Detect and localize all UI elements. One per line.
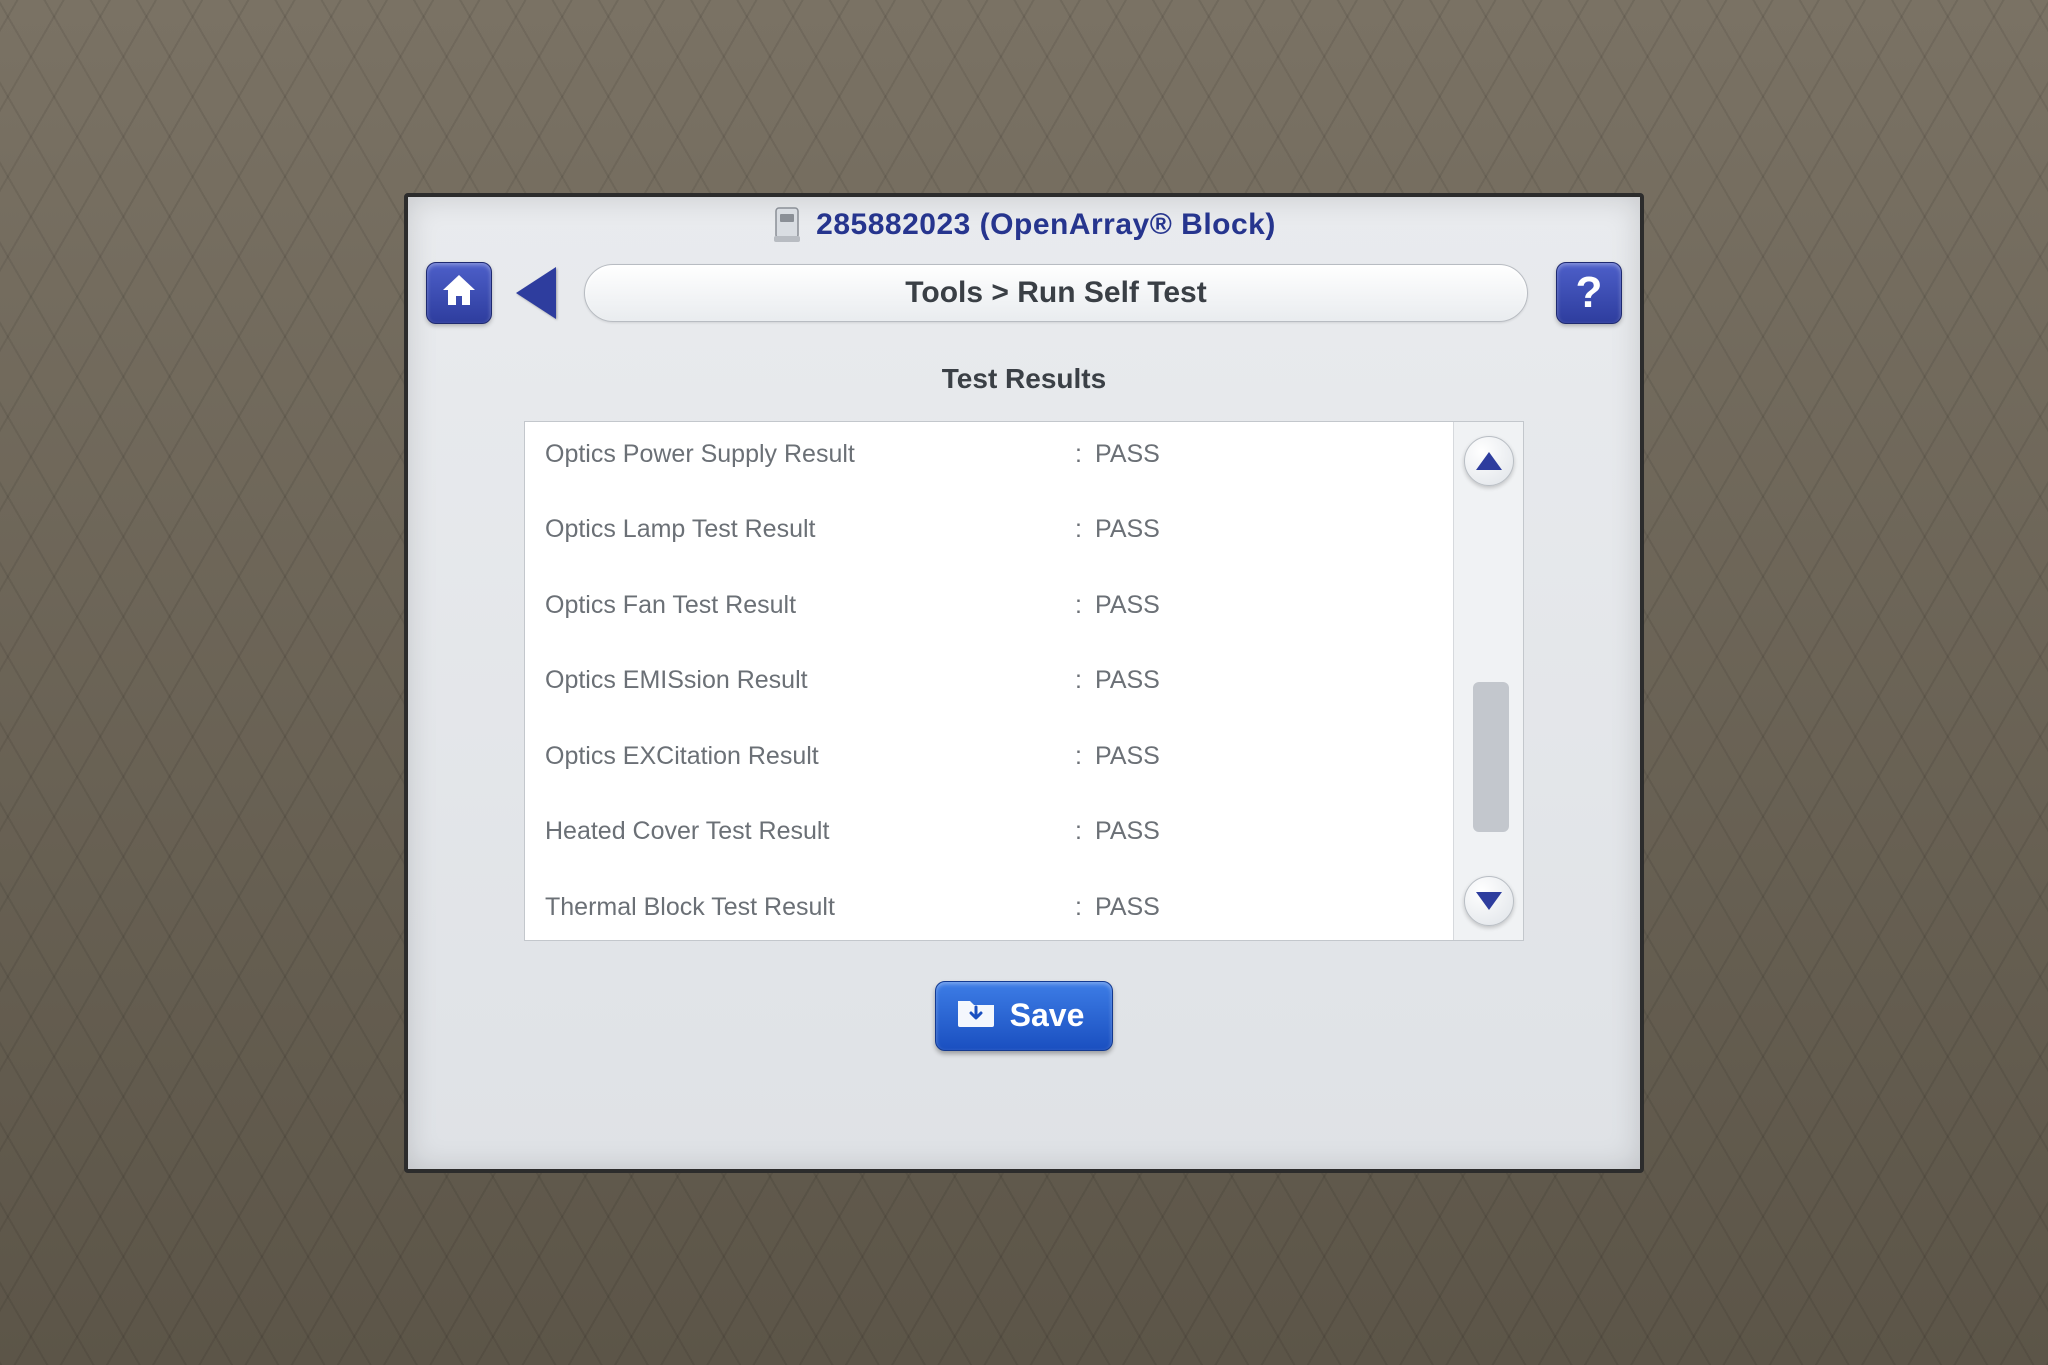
nav-row: Tools > Run Self Test ? <box>426 253 1622 333</box>
section-title: Test Results <box>942 363 1106 395</box>
chevron-up-icon <box>1476 452 1502 470</box>
title-bar: 285882023 (OpenArray® Block) <box>426 197 1622 253</box>
result-row: Heated Cover Test Result : PASS <box>545 817 1443 846</box>
result-separator: : <box>1075 817 1095 846</box>
help-button[interactable]: ? <box>1556 262 1622 324</box>
result-value: PASS <box>1095 742 1160 771</box>
result-value: PASS <box>1095 515 1160 544</box>
result-separator: : <box>1075 666 1095 695</box>
breadcrumb: Tools > Run Self Test <box>584 264 1528 322</box>
result-label: Optics EXCitation Result <box>545 742 1075 771</box>
touchscreen: 285882023 (OpenArray® Block) Tools > Run… <box>404 193 1644 1173</box>
device-id: 285882023 <box>816 208 971 241</box>
result-row: Optics EMISsion Result : PASS <box>545 666 1443 695</box>
content-area: Test Results Optics Power Supply Result … <box>426 333 1622 1151</box>
result-row: Optics Power Supply Result : PASS <box>545 440 1443 469</box>
device-icon <box>772 206 802 244</box>
breadcrumb-text: Tools > Run Self Test <box>905 276 1206 310</box>
folder-download-icon <box>956 995 996 1037</box>
scroll-up-button[interactable] <box>1464 436 1514 486</box>
result-value: PASS <box>1095 817 1160 846</box>
home-icon <box>440 272 478 313</box>
device-model: (OpenArray® Block) <box>980 208 1276 241</box>
result-separator: : <box>1075 893 1095 922</box>
scrollbar <box>1453 422 1523 940</box>
result-separator: : <box>1075 515 1095 544</box>
result-label: Optics Lamp Test Result <box>545 515 1075 544</box>
home-button[interactable] <box>426 262 492 324</box>
device-title: 285882023 (OpenArray® Block) <box>816 208 1276 242</box>
help-icon: ? <box>1576 268 1603 318</box>
result-value: PASS <box>1095 440 1160 469</box>
save-button[interactable]: Save <box>935 981 1114 1051</box>
result-label: Thermal Block Test Result <box>545 893 1075 922</box>
result-row: Optics Lamp Test Result : PASS <box>545 515 1443 544</box>
chevron-down-icon <box>1476 892 1502 910</box>
results-panel: Optics Power Supply Result : PASS Optics… <box>524 421 1524 941</box>
result-label: Optics Power Supply Result <box>545 440 1075 469</box>
save-label: Save <box>1010 997 1085 1034</box>
result-label: Optics Fan Test Result <box>545 591 1075 620</box>
scroll-down-button[interactable] <box>1464 876 1514 926</box>
result-label: Heated Cover Test Result <box>545 817 1075 846</box>
result-value: PASS <box>1095 893 1160 922</box>
result-separator: : <box>1075 440 1095 469</box>
device-frame: 285882023 (OpenArray® Block) Tools > Run… <box>0 0 2048 1365</box>
back-button[interactable] <box>516 267 556 319</box>
result-row: Optics EXCitation Result : PASS <box>545 742 1443 771</box>
result-row: Optics Fan Test Result : PASS <box>545 591 1443 620</box>
result-value: PASS <box>1095 666 1160 695</box>
result-separator: : <box>1075 742 1095 771</box>
results-list: Optics Power Supply Result : PASS Optics… <box>525 422 1453 940</box>
result-separator: : <box>1075 591 1095 620</box>
result-label: Optics EMISsion Result <box>545 666 1075 695</box>
result-row: Thermal Block Test Result : PASS <box>545 893 1443 922</box>
result-value: PASS <box>1095 591 1160 620</box>
action-row: Save <box>935 981 1114 1051</box>
scroll-thumb[interactable] <box>1473 682 1509 832</box>
